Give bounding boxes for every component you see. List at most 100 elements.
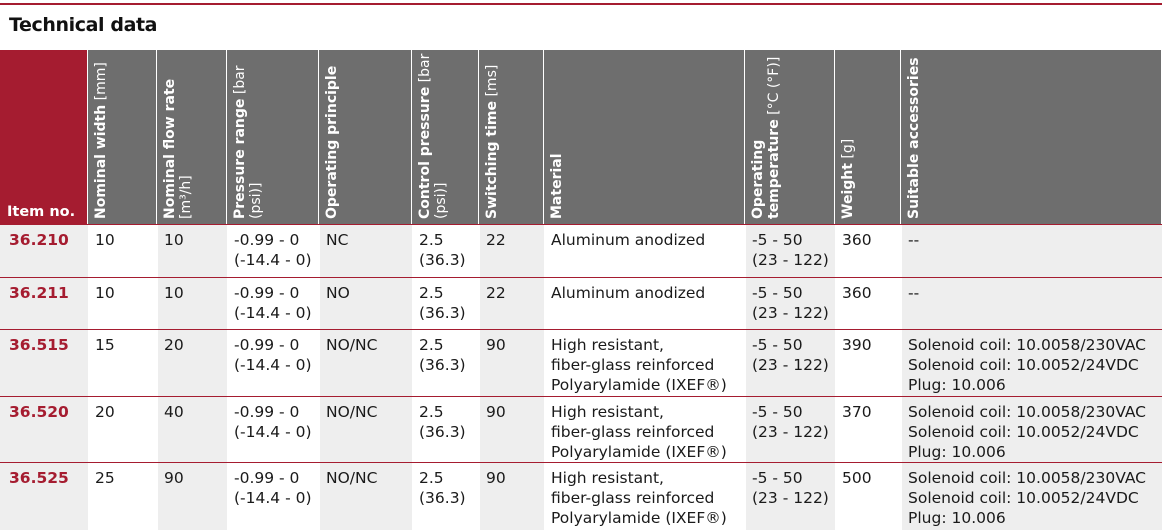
cell-shade <box>319 463 412 530</box>
column-separator <box>227 463 228 530</box>
column-separator <box>88 225 89 278</box>
cell-nominal-width: 15 <box>95 336 115 354</box>
column-separator <box>412 278 413 330</box>
table-row: 36.520 20 40 -0.99 - 0 (-14.4 - 0) NO/NC 2.5 (3… <box>0 396 1162 463</box>
header-label: Material <box>549 153 565 219</box>
cell-shade <box>745 278 835 330</box>
cell-control-pressure: 2.5 (36.3) <box>419 469 466 507</box>
column-separator <box>88 278 89 330</box>
column-separator <box>88 330 89 397</box>
cell-operating-principle: NC <box>326 231 349 249</box>
header-label: Operating temperature [°C (°F)] <box>750 56 782 219</box>
column-separator <box>544 225 545 278</box>
cell-suitable-accessories: -- <box>908 231 920 249</box>
column-separator <box>745 397 746 463</box>
cell-control-pressure: 2.5 (36.3) <box>419 403 466 441</box>
cell-nominal-flow: 20 <box>164 336 184 354</box>
header-switching-time: Switching time [ms] <box>479 50 544 224</box>
header-item-no: Item no. <box>0 50 88 224</box>
cell-shade <box>901 278 1162 330</box>
cell-switching-time: 22 <box>486 231 506 249</box>
cell-switching-time: 22 <box>486 284 506 302</box>
column-separator <box>479 463 480 530</box>
header-label: Weight [g] <box>840 138 856 219</box>
cell-operating-temperature: -5 - 50 (23 - 122) <box>752 403 829 441</box>
column-separator <box>319 397 320 463</box>
header-nominal-flow: Nominal flow rate [m³/h] <box>157 50 227 224</box>
cell-nominal-width: 25 <box>95 469 115 487</box>
cell-material: High resistant, fiber-glass reinforced Pol… <box>551 403 727 461</box>
cell-suitable-accessories: Solenoid coil: 10.0058/230VAC Solenoid co… <box>908 336 1146 394</box>
cell-operating-principle: NO/NC <box>326 403 378 421</box>
cell-pressure-range: -0.99 - 0 (-14.4 - 0) <box>234 469 312 507</box>
cell-material: Aluminum anodized <box>551 231 706 249</box>
cell-shade <box>0 225 88 278</box>
column-separator <box>544 397 545 463</box>
cell-material: High resistant, fiber-glass reinforced Pol… <box>551 336 727 394</box>
cell-nominal-flow: 40 <box>164 403 184 421</box>
cell-shade <box>319 397 412 463</box>
cell-operating-temperature: -5 - 50 (23 - 122) <box>752 469 829 507</box>
cell-suitable-accessories: Solenoid coil: 10.0058/230VAC Solenoid co… <box>908 469 1146 527</box>
column-separator <box>412 330 413 397</box>
cell-operating-principle: NO/NC <box>326 336 378 354</box>
cell-shade <box>0 330 88 397</box>
cell-shade <box>0 463 88 530</box>
column-separator <box>88 463 89 530</box>
column-separator <box>88 397 89 463</box>
item-number: 36.210 <box>9 231 69 249</box>
cell-nominal-width: 20 <box>95 403 115 421</box>
column-separator <box>544 330 545 397</box>
cell-shade <box>479 278 544 330</box>
cell-operating-principle: NO/NC <box>326 469 378 487</box>
cell-material: High resistant, fiber-glass reinforced Pol… <box>551 469 727 527</box>
column-separator <box>479 330 480 397</box>
cell-shade <box>319 278 412 330</box>
cell-shade <box>0 278 88 330</box>
header-control-pressure: Control pressure [bar (psi)] <box>412 50 479 224</box>
header-nominal-width: Nominal width [mm] <box>88 50 157 224</box>
table-row: 36.210 10 10 -0.99 - 0 (-14.4 - 0) NC 2.5 (36.3… <box>0 224 1162 278</box>
cell-shade <box>157 463 227 530</box>
column-separator <box>227 330 228 397</box>
cell-shade <box>157 397 227 463</box>
column-separator <box>901 278 902 330</box>
cell-control-pressure: 2.5 (36.3) <box>419 231 466 269</box>
column-separator <box>835 225 836 278</box>
cell-switching-time: 90 <box>486 336 506 354</box>
cell-suitable-accessories: Solenoid coil: 10.0058/230VAC Solenoid co… <box>908 403 1146 461</box>
header-operating-principle: Operating principle <box>319 50 412 224</box>
cell-shade <box>157 330 227 397</box>
column-separator <box>227 225 228 278</box>
column-separator <box>745 278 746 330</box>
cell-shade <box>479 225 544 278</box>
section-title: Technical data <box>9 14 158 36</box>
cell-shade <box>745 397 835 463</box>
table-row: 36.211 10 10 -0.99 - 0 (-14.4 - 0) NO 2.5 (36.3… <box>0 277 1162 330</box>
header-pressure-range: Pressure range [bar (psi)] <box>227 50 319 224</box>
item-number: 36.515 <box>9 336 69 354</box>
cell-shade <box>0 397 88 463</box>
cell-weight: 360 <box>842 231 872 249</box>
column-separator <box>745 225 746 278</box>
header-item-no-label: Item no. <box>7 204 76 220</box>
cell-pressure-range: -0.99 - 0 (-14.4 - 0) <box>234 231 312 269</box>
cell-operating-principle: NO <box>326 284 350 302</box>
cell-operating-temperature: -5 - 50 (23 - 122) <box>752 231 829 269</box>
cell-shade <box>479 397 544 463</box>
header-weight: Weight [g] <box>835 50 901 224</box>
column-separator <box>745 330 746 397</box>
header-label: Control pressure [bar (psi)] <box>417 53 449 219</box>
column-separator <box>479 278 480 330</box>
column-separator <box>227 397 228 463</box>
header-material: Material <box>544 50 745 224</box>
column-separator <box>157 463 158 530</box>
column-separator <box>227 278 228 330</box>
column-separator <box>835 463 836 530</box>
column-separator <box>157 278 158 330</box>
column-separator <box>901 225 902 278</box>
cell-weight: 370 <box>842 403 872 421</box>
header-label: Nominal width [mm] <box>93 62 109 219</box>
header-suitable-accessories: Suitable accessories <box>901 50 1162 224</box>
cell-control-pressure: 2.5 (36.3) <box>419 284 466 322</box>
